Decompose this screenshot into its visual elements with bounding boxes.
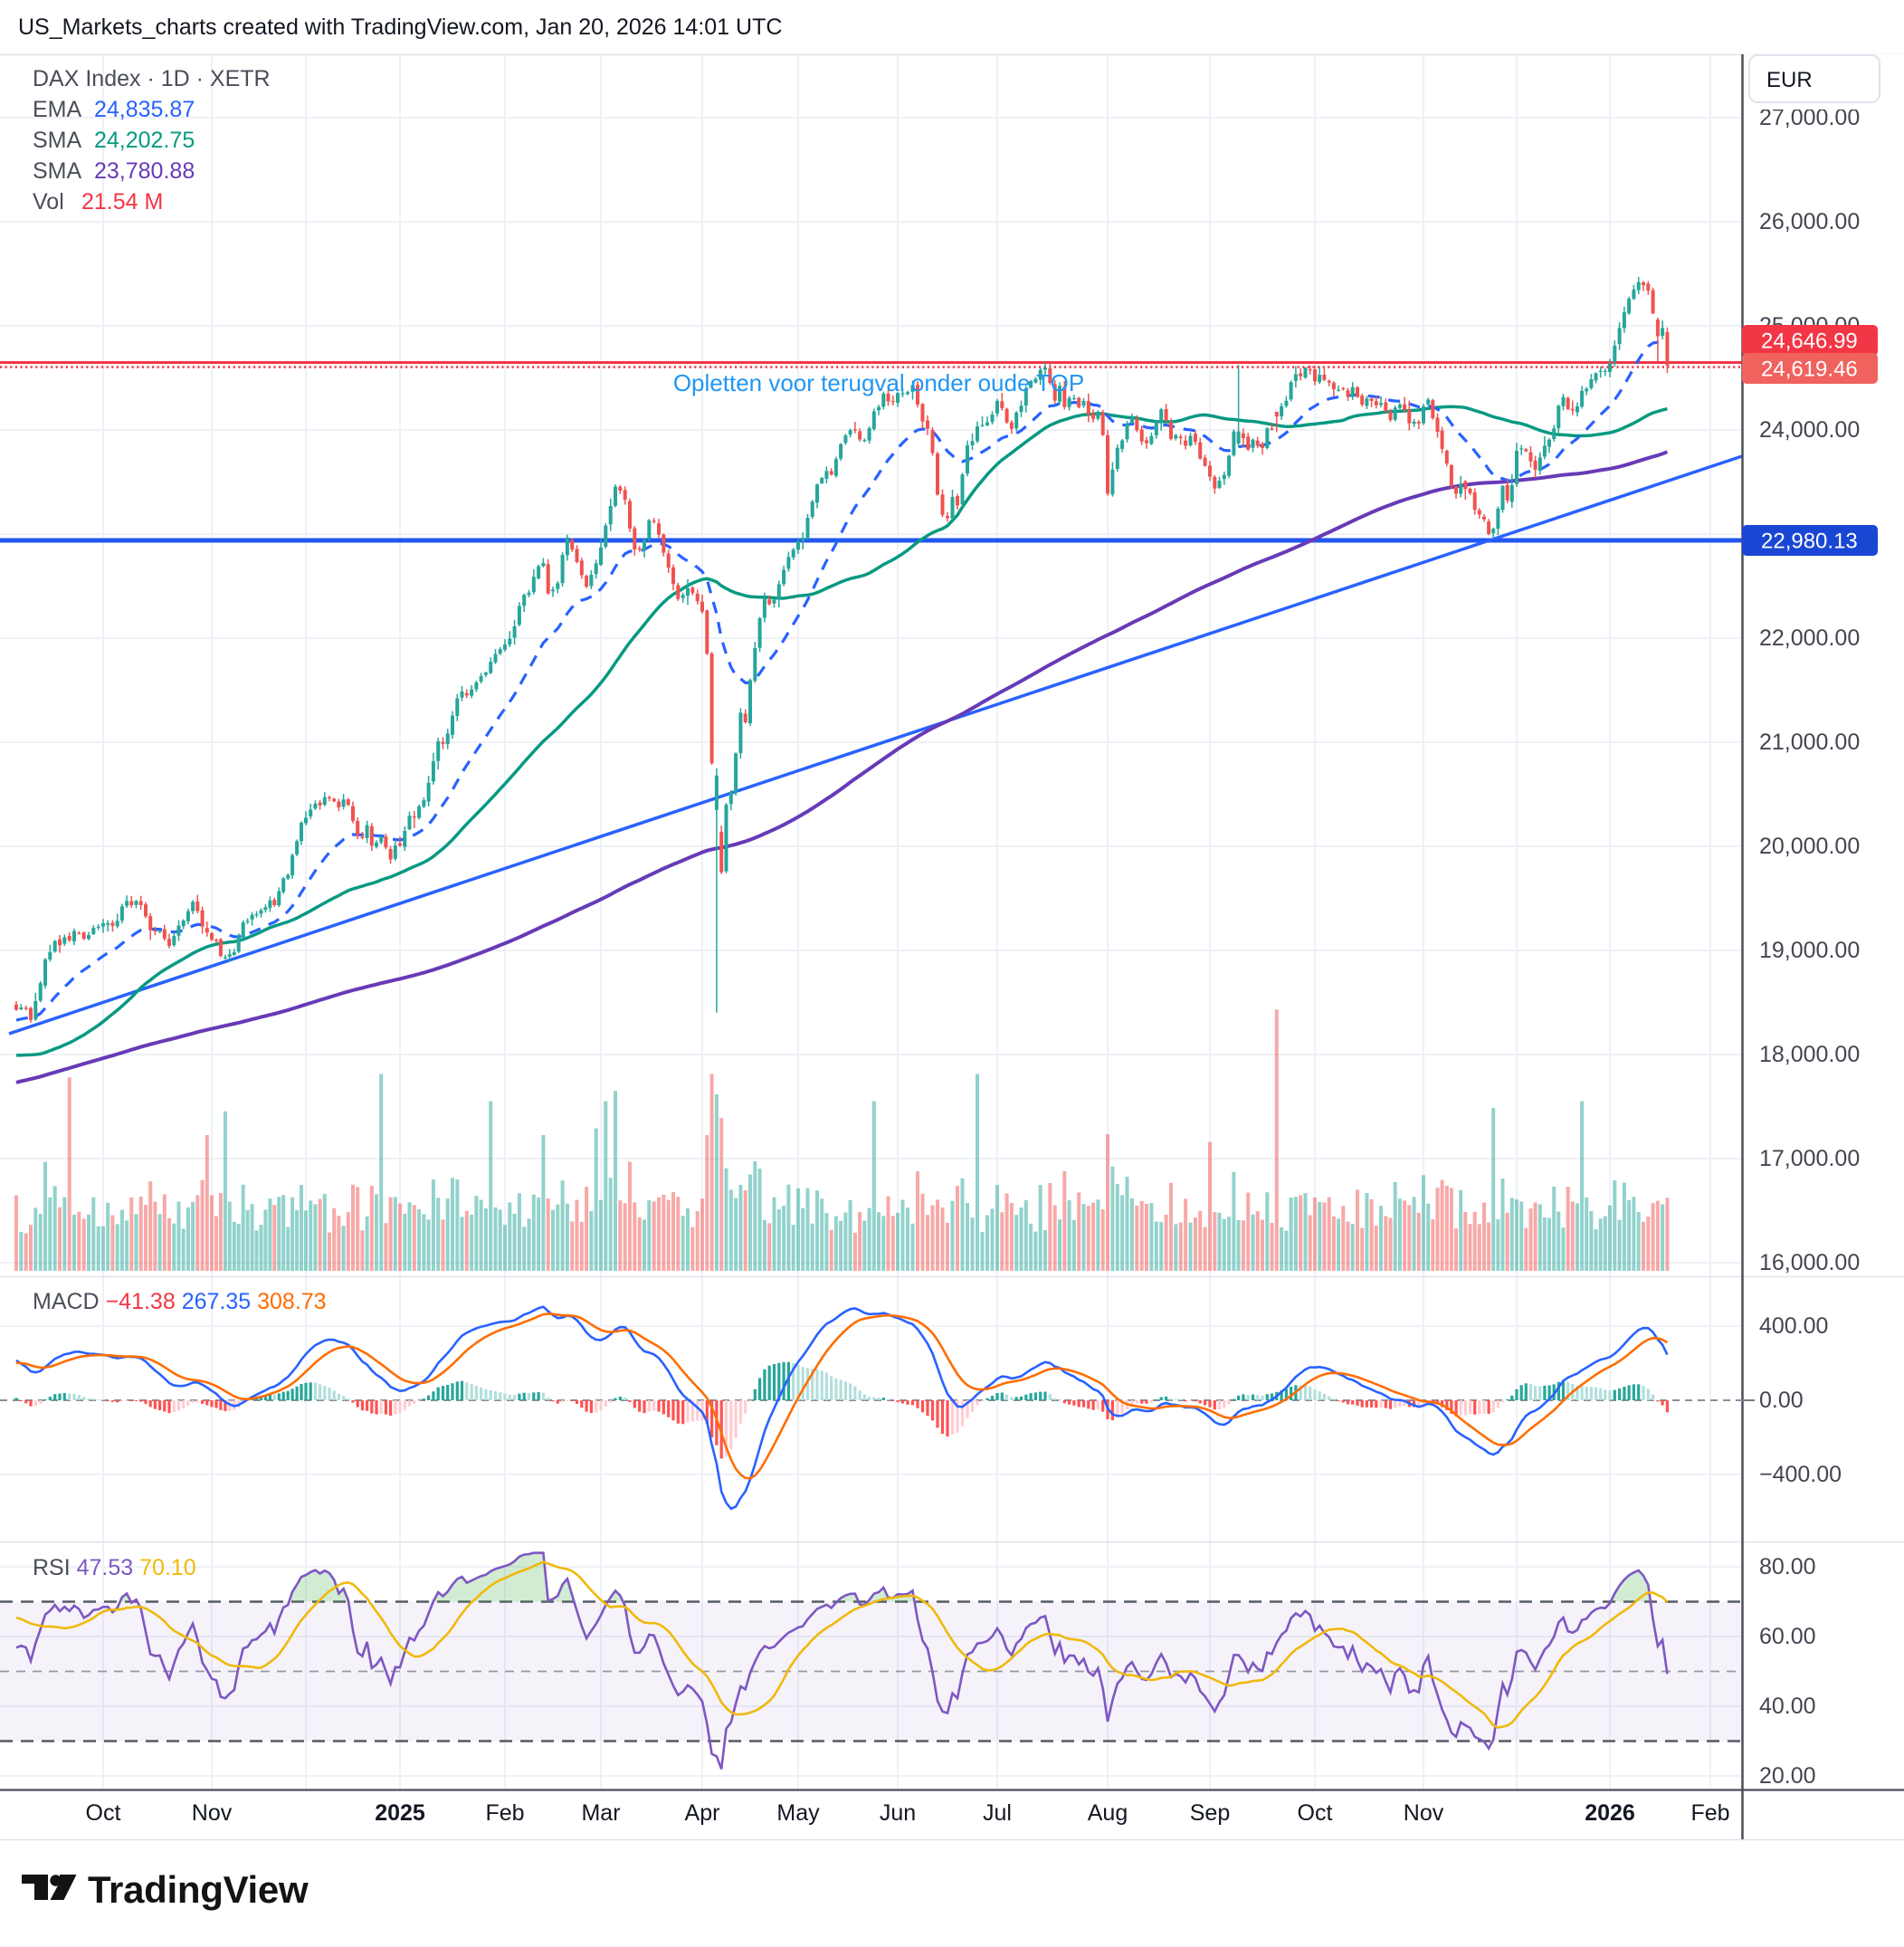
svg-text:Oct: Oct (86, 1800, 121, 1826)
svg-text:16,000.00: 16,000.00 (1759, 1250, 1860, 1275)
svg-text:2026: 2026 (1585, 1800, 1635, 1826)
svg-text:0.00: 0.00 (1759, 1388, 1804, 1413)
svg-text:DAX Index · 1D · XETR: DAX Index · 1D · XETR (33, 66, 271, 91)
svg-text:EUR: EUR (1766, 68, 1813, 92)
svg-text:20.00: 20.00 (1759, 1763, 1816, 1789)
svg-text:−400.00: −400.00 (1759, 1462, 1842, 1487)
svg-text:22,980.13: 22,980.13 (1761, 530, 1858, 554)
svg-text:80.00: 80.00 (1759, 1554, 1816, 1580)
svg-text:SMA 23,780.88: SMA 23,780.88 (33, 158, 195, 184)
svg-text:MACD −41.38 267.35 308.73: MACD −41.38 267.35 308.73 (33, 1289, 327, 1314)
svg-text:Oct: Oct (1298, 1800, 1333, 1826)
svg-text:24,619.46: 24,619.46 (1761, 358, 1858, 382)
svg-text:400.00: 400.00 (1759, 1313, 1828, 1339)
svg-text:17,000.00: 17,000.00 (1759, 1146, 1860, 1171)
svg-text:SMA 24,202.75: SMA 24,202.75 (33, 128, 195, 153)
svg-text:18,000.00: 18,000.00 (1759, 1042, 1860, 1067)
svg-text:2025: 2025 (375, 1800, 425, 1826)
svg-text:Vol 21.54 M: Vol 21.54 M (33, 189, 163, 215)
svg-text:21,000.00: 21,000.00 (1759, 730, 1860, 755)
svg-text:Nov: Nov (1404, 1800, 1444, 1826)
svg-text:60.00: 60.00 (1759, 1624, 1816, 1649)
svg-text:Nov: Nov (192, 1800, 233, 1826)
svg-text:20,000.00: 20,000.00 (1759, 834, 1860, 859)
svg-text:Sep: Sep (1190, 1800, 1230, 1826)
svg-text:RSI 47.53 70.10: RSI 47.53 70.10 (33, 1555, 196, 1580)
svg-text:Aug: Aug (1088, 1800, 1128, 1826)
svg-text:40.00: 40.00 (1759, 1694, 1816, 1719)
svg-text:22,000.00: 22,000.00 (1759, 625, 1860, 651)
svg-text:Feb: Feb (1690, 1800, 1729, 1826)
svg-text:Jul: Jul (983, 1800, 1012, 1826)
svg-text:Opletten voor terugval onder o: Opletten voor terugval onder oude TOP (673, 369, 1084, 396)
svg-text:TradingView: TradingView (88, 1868, 309, 1911)
svg-text:US_Markets_charts created with: US_Markets_charts created with TradingVi… (18, 14, 782, 40)
svg-text:26,000.00: 26,000.00 (1759, 209, 1860, 234)
svg-text:Apr: Apr (685, 1800, 720, 1826)
svg-text:Jun: Jun (880, 1800, 916, 1826)
svg-text:Mar: Mar (581, 1800, 620, 1826)
svg-text:Feb: Feb (485, 1800, 524, 1826)
svg-text:19,000.00: 19,000.00 (1759, 938, 1860, 963)
svg-text:24,000.00: 24,000.00 (1759, 417, 1860, 443)
svg-text:24,646.99: 24,646.99 (1761, 329, 1858, 354)
svg-text:May: May (776, 1800, 820, 1826)
svg-text:EMA 24,835.87: EMA 24,835.87 (33, 97, 195, 122)
